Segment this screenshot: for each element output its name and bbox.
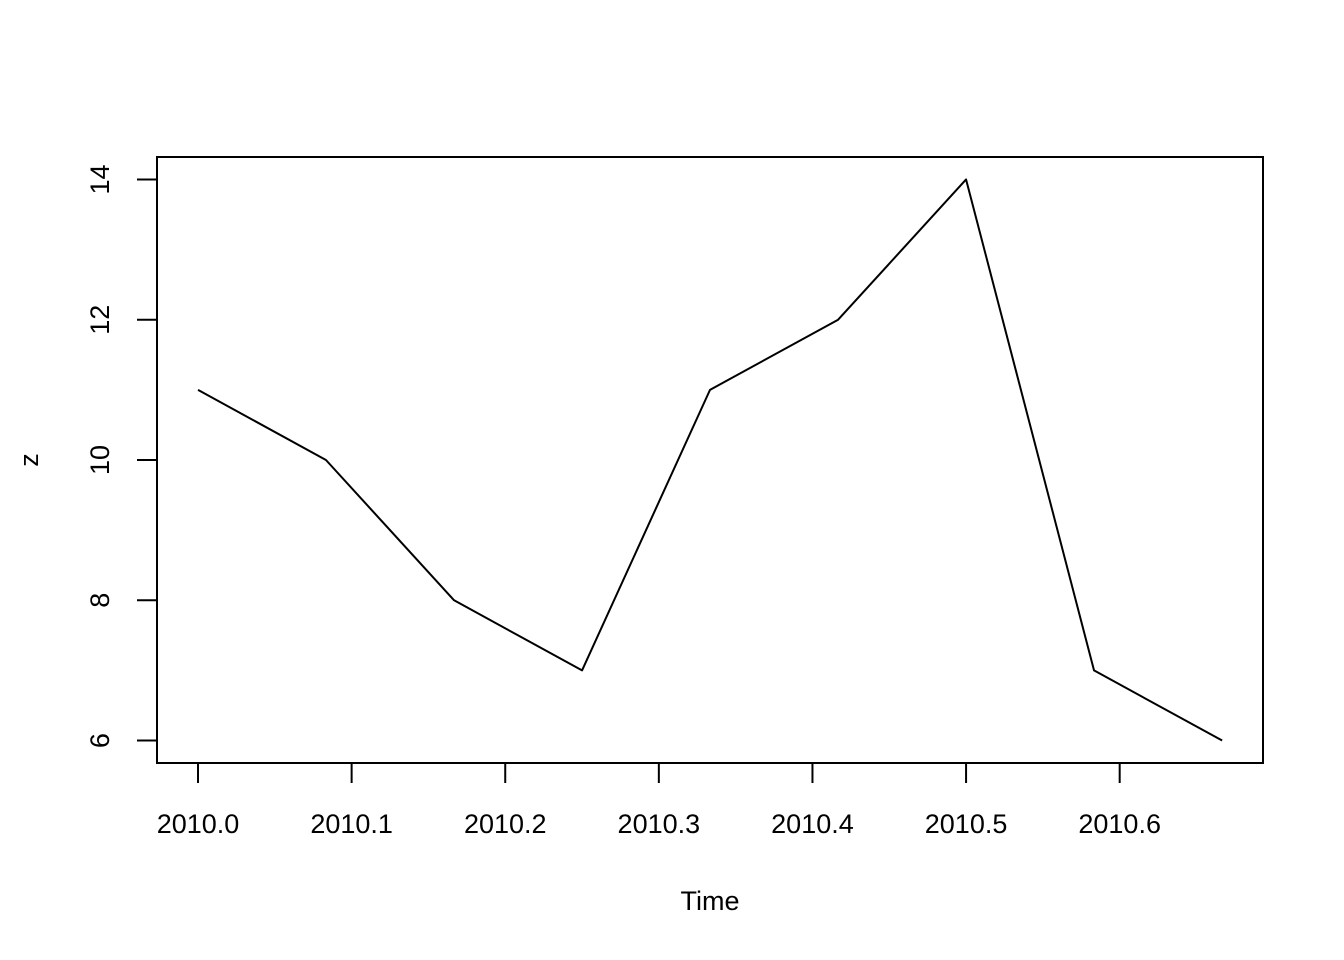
- y-tick-label: 10: [85, 445, 115, 475]
- x-tick-label: 2010.4: [771, 809, 854, 839]
- x-tick-label: 2010.5: [925, 809, 1008, 839]
- y-tick-label: 14: [85, 164, 115, 194]
- x-axis-label: Time: [681, 886, 740, 916]
- x-tick-label: 2010.6: [1078, 809, 1161, 839]
- line-series: [197, 178, 1223, 742]
- x-tick-label: 2010.2: [464, 809, 547, 839]
- x-tick-label: 2010.3: [618, 809, 701, 839]
- y-tick-label: 6: [85, 733, 115, 748]
- y-tick-label: 8: [85, 593, 115, 608]
- x-tick-label: 2010.1: [310, 809, 393, 839]
- y-axis-label: z: [14, 453, 44, 467]
- x-tick-label: 2010.0: [157, 809, 240, 839]
- y-tick-label: 12: [85, 305, 115, 335]
